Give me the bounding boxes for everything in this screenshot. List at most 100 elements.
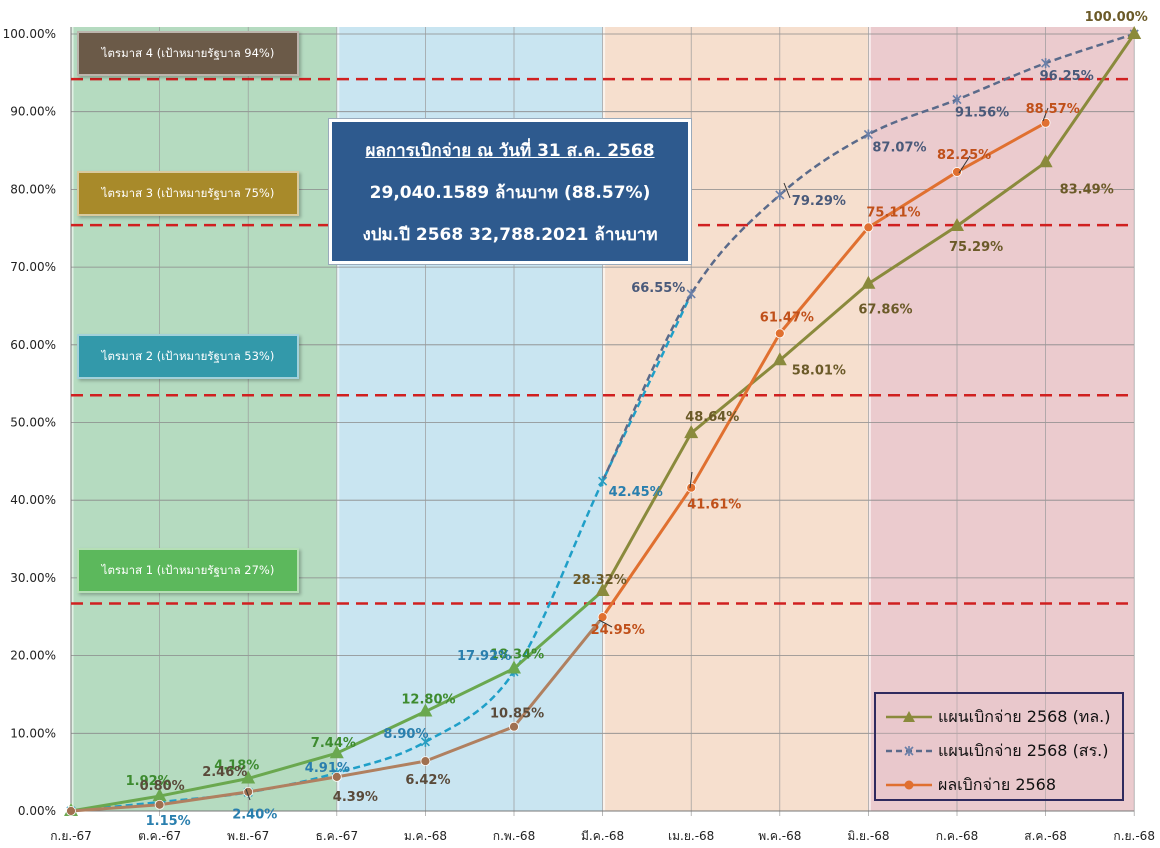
series-actual-point <box>66 806 76 816</box>
series-actual-point <box>774 328 785 339</box>
series-actual-segment <box>778 226 870 335</box>
series-plan-dh-segment <box>513 589 604 670</box>
series-plan-dh-point <box>950 217 964 231</box>
series-actual-point <box>952 167 962 177</box>
series-plan-dh-point <box>418 703 433 717</box>
x-tick-label: มี.ค.-68 <box>581 829 624 843</box>
summary-amount: 29,040.1589 ล้านบาท (88.57%) <box>369 183 651 203</box>
series-plan-dh-segment <box>1044 33 1136 164</box>
series-plan-dh-segment <box>336 710 427 755</box>
label-plan-rrd: 2.40% <box>232 807 277 822</box>
label-plan-dh: 18.34% <box>490 647 544 662</box>
label-actual: 88.57% <box>1026 102 1080 117</box>
series-plan-rrd-point <box>952 94 962 105</box>
x-tick-label: ม.ค.-68 <box>404 829 447 843</box>
quarter-4-label: ไตรมาส 4 (เป้าหมายรัฐบาล 94%) <box>77 31 299 76</box>
label-plan-dh: 58.01% <box>792 363 846 378</box>
series-actual-segment <box>601 486 693 618</box>
x-tick-label: พ.ค.-68 <box>758 829 801 843</box>
quarter-2-label: ไตรมาส 2 (เป้าหมายรัฐบาล 53%) <box>77 334 299 379</box>
label-actual: 6.42% <box>405 773 450 788</box>
label-actual: 82.25% <box>937 148 991 163</box>
series-plan-rrd-line-late <box>601 32 1135 482</box>
data-label-leader <box>1042 107 1049 122</box>
series-actual-point <box>686 482 697 493</box>
series-plan-dh-point <box>861 275 876 289</box>
series-actual-point <box>1040 117 1051 128</box>
series-actual-segment <box>336 759 426 779</box>
x-tick-label: เม.ย.-68 <box>668 829 714 843</box>
series-plan-dh-segment <box>778 282 870 362</box>
series-plan-dh-segment <box>956 161 1047 228</box>
series-actual-segment <box>70 803 160 813</box>
data-label-leader <box>783 182 791 199</box>
label-plan-rrd: 4.91% <box>305 761 350 776</box>
x-tick-label: ก.พ.-68 <box>493 829 535 843</box>
x-tick-label: ก.ค.-68 <box>936 829 979 843</box>
series-plan-dh-point <box>1127 26 1142 39</box>
label-plan-rrd: 8.90% <box>383 727 428 742</box>
series-plan-dh-point <box>772 352 787 366</box>
label-plan-dh: 83.49% <box>1060 182 1114 197</box>
series-actual-point <box>154 799 165 810</box>
y-tick-label: 80.00% <box>10 182 56 196</box>
x-tick-label: ก.ย.-67 <box>50 829 92 843</box>
series-actual-segment <box>689 332 782 489</box>
legend-label-actual: ผลเบิกจ่าย 2568 <box>938 774 1057 794</box>
label-plan-dh: 48.64% <box>685 410 739 425</box>
label-actual: 0.80% <box>140 779 185 794</box>
label-plan-rrd: 91.56% <box>955 106 1009 121</box>
legend-label-plan-rrd: แผนเบิกจ่าย 2568 (สร.) <box>938 740 1109 760</box>
series-actual-segment <box>247 775 338 794</box>
x-tick-label: ก.ย.-68 <box>1113 829 1155 843</box>
series-plan-dh-point <box>1038 154 1053 168</box>
series-actual-segment <box>159 790 249 807</box>
label-plan-dh: 1.92% <box>126 774 171 789</box>
legend-swatch-plan-rrd <box>886 746 932 756</box>
y-tick-label: 90.00% <box>10 105 56 119</box>
series-plan-dh-point <box>241 770 256 784</box>
quarter-band-1 <box>71 27 337 811</box>
label-plan-rrd: 1.15% <box>146 814 191 829</box>
series-plan-dh-point <box>152 788 167 802</box>
x-tick-label: ธ.ค.-67 <box>316 829 359 843</box>
summary-budget: งปม.ปี 2568 32,788.2021 ล้านบาท <box>362 225 658 245</box>
series-actual-point <box>420 756 431 767</box>
data-label-leader <box>689 471 693 489</box>
label-plan-dh: 100.00% <box>1085 10 1148 25</box>
label-plan-rrd: 42.45% <box>609 485 663 500</box>
label-plan-rrd: 96.25% <box>1040 69 1094 84</box>
legend-item-actual: ผลเบิกจ่าย 2568 <box>876 768 1122 802</box>
series-actual-segment <box>424 725 515 763</box>
data-label-leader <box>245 788 251 801</box>
data-label-leader <box>598 619 613 628</box>
label-actual: 41.61% <box>687 498 741 513</box>
y-tick-label: 30.00% <box>10 571 56 585</box>
series-actual-segment <box>867 170 958 229</box>
x-tick-label: พ.ย.-67 <box>227 829 269 843</box>
legend-swatch-actual <box>886 780 932 790</box>
data-label-leader <box>958 155 971 174</box>
y-tick-label: 20.00% <box>10 649 56 663</box>
y-tick-label: 60.00% <box>10 338 56 352</box>
series-actual-point <box>331 771 342 782</box>
chart-legend: แผนเบิกจ่าย 2568 (ทล.) แผนเบิกจ่าย 2568 … <box>874 692 1124 801</box>
series-plan-rrd-point <box>775 189 785 200</box>
label-plan-dh: 4.18% <box>214 759 259 774</box>
series-plan-dh-segment <box>601 432 693 592</box>
legend-item-plan-dh: แผนเบิกจ่าย 2568 (ทล.) <box>876 700 1122 734</box>
x-tick-label: ต.ค.-67 <box>138 829 181 843</box>
series-plan-rrd-point <box>598 476 608 487</box>
label-actual: 75.11% <box>866 205 920 220</box>
series-plan-dh-point <box>595 582 610 596</box>
quarter-3-label: ไตรมาส 3 (เป้าหมายรัฐบาล 75%) <box>77 171 299 216</box>
y-tick-label: 40.00% <box>10 493 56 507</box>
series-plan-rrd-point <box>1041 58 1051 69</box>
series-actual-point <box>509 721 519 732</box>
y-tick-label: 0.00% <box>18 804 56 818</box>
y-tick-label: 70.00% <box>10 260 56 274</box>
series-actual-segment <box>956 121 1047 174</box>
label-plan-dh: 75.29% <box>949 240 1003 255</box>
quarter-1-label: ไตรมาส 1 (เป้าหมายรัฐบาล 27%) <box>77 548 299 593</box>
label-actual: 61.47% <box>760 310 814 325</box>
